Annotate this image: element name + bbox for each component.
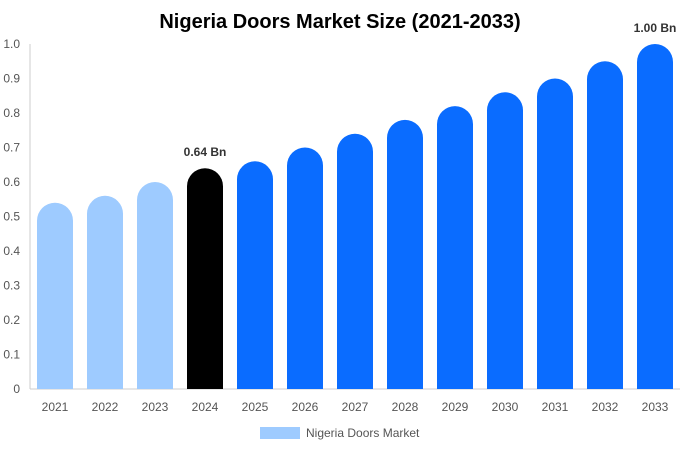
bar-2027: [337, 133, 373, 389]
x-tick-label: 2031: [542, 400, 569, 414]
bar-2026: [287, 147, 323, 389]
bar-2032: [587, 61, 623, 389]
x-axis-ticks: 2021 2022 2023 2024 2025 2026 2027 2028 2029 2030…: [42, 400, 669, 414]
x-tick-label: 2024: [192, 400, 219, 414]
y-tick-label: 0.5: [3, 210, 20, 224]
bar-2024: [187, 168, 223, 389]
legend: Nigeria Doors Market: [260, 426, 420, 440]
bar-2031: [537, 78, 573, 389]
bar-2022: [87, 195, 123, 389]
bar-2023: [137, 182, 173, 389]
bar-2021: [37, 202, 73, 389]
y-tick-label: 0.6: [3, 175, 20, 189]
legend-label: Nigeria Doors Market: [306, 426, 420, 440]
y-tick-label: 0.7: [3, 141, 20, 155]
y-tick-label: 0.3: [3, 279, 20, 293]
y-tick-label: 0.1: [3, 348, 20, 362]
legend-swatch: [260, 427, 300, 439]
data-labels: 0.64 Bn 1.00 Bn: [184, 21, 677, 159]
y-tick-label: 0: [13, 382, 20, 396]
data-label-2033: 1.00 Bn: [634, 21, 677, 35]
bar-series: [37, 44, 673, 390]
x-tick-label: 2028: [392, 400, 419, 414]
y-tick-label: 0.4: [3, 244, 20, 258]
x-tick-label: 2033: [642, 400, 669, 414]
x-tick-label: 2023: [142, 400, 169, 414]
x-tick-label: 2032: [592, 400, 619, 414]
bar-2030: [487, 92, 523, 390]
y-tick-label: 0.8: [3, 106, 20, 120]
y-tick-label: 1.0: [3, 37, 20, 51]
bar-2028: [387, 119, 423, 389]
y-tick-label: 0.9: [3, 72, 20, 86]
y-tick-label: 0.2: [3, 313, 20, 327]
x-tick-label: 2030: [492, 400, 519, 414]
bar-2025: [237, 161, 273, 389]
bar-2033: [637, 44, 673, 389]
x-tick-label: 2027: [342, 400, 369, 414]
x-tick-label: 2029: [442, 400, 469, 414]
x-tick-label: 2022: [92, 400, 119, 414]
y-axis-ticks: 0 0.1 0.2 0.3 0.4 0.5 0.6 0.7 0.8 0.9 1.0: [3, 37, 20, 396]
x-tick-label: 2025: [242, 400, 269, 414]
x-tick-label: 2021: [42, 400, 69, 414]
chart-title: Nigeria Doors Market Size (2021-2033): [159, 11, 520, 33]
data-label-2024: 0.64 Bn: [184, 145, 227, 159]
x-tick-label: 2026: [292, 400, 319, 414]
bar-2029: [437, 106, 473, 389]
